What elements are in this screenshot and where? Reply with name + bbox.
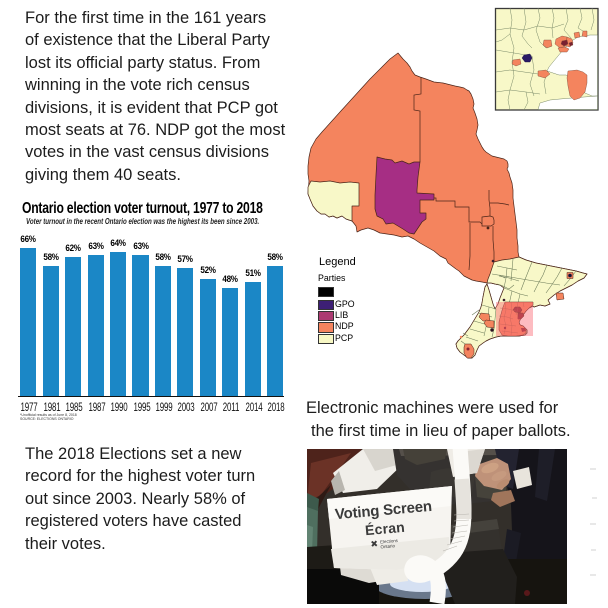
svg-text:Elections: Elections	[380, 538, 399, 545]
svg-text:Ontario: Ontario	[380, 543, 395, 549]
svg-text:Écran: Écran	[364, 519, 405, 538]
svg-text:✖: ✖	[370, 539, 378, 550]
